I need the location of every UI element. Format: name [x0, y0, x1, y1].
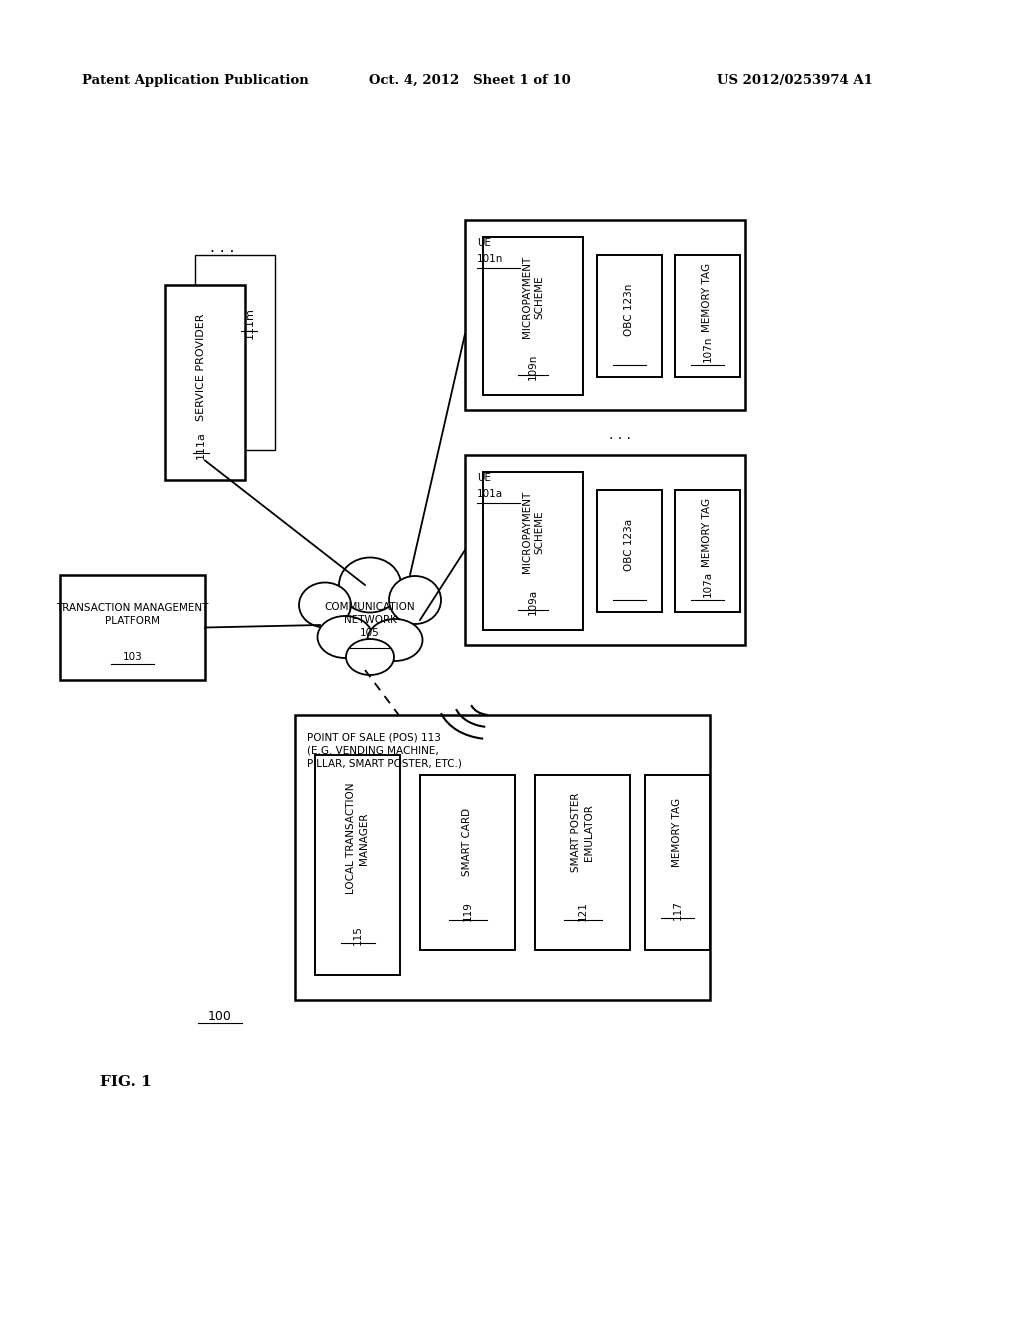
Text: . . .: . . . [210, 240, 234, 256]
Text: COMMUNICATION
NETWORK
105: COMMUNICATION NETWORK 105 [325, 602, 416, 638]
Text: POINT OF SALE (POS) 113
(E.G. VENDING MACHINE,
PILLAR, SMART POSTER, ETC.): POINT OF SALE (POS) 113 (E.G. VENDING MA… [307, 733, 462, 768]
Bar [535, 775, 630, 950]
Text: OBC 123n: OBC 123n [625, 284, 635, 337]
Text: TRANSACTION MANAGEMENT
PLATFORM: TRANSACTION MANAGEMENT PLATFORM [56, 603, 209, 627]
Text: MICROPAYMENT
SCHEME: MICROPAYMENT SCHEME [522, 491, 544, 573]
Ellipse shape [346, 639, 394, 675]
Text: MICROPAYMENT
SCHEME: MICROPAYMENT SCHEME [522, 256, 544, 338]
Ellipse shape [317, 616, 373, 657]
Text: MEMORY TAG: MEMORY TAG [702, 263, 713, 333]
Text: US 2012/0253974 A1: US 2012/0253974 A1 [717, 74, 872, 87]
Bar [675, 490, 740, 612]
Text: 107n: 107n [702, 335, 713, 362]
Text: 103: 103 [123, 652, 142, 661]
Bar [675, 255, 740, 378]
Text: 111m: 111m [245, 308, 254, 339]
Bar [645, 775, 710, 950]
Text: MEMORY TAG: MEMORY TAG [702, 498, 713, 568]
Ellipse shape [299, 582, 351, 627]
Text: 109n: 109n [528, 354, 538, 380]
Text: 111a: 111a [196, 430, 206, 459]
Text: Oct. 4, 2012   Sheet 1 of 10: Oct. 4, 2012 Sheet 1 of 10 [369, 74, 570, 87]
Bar [483, 238, 583, 395]
Bar [420, 775, 515, 950]
Bar [597, 490, 662, 612]
Text: MEMORY TAG: MEMORY TAG [673, 799, 683, 867]
Ellipse shape [368, 619, 423, 661]
Text: FIG. 1: FIG. 1 [100, 1074, 152, 1089]
Text: 100: 100 [208, 1010, 232, 1023]
Text: 101n: 101n [477, 253, 504, 264]
Bar [465, 220, 745, 411]
Text: OBC 123a: OBC 123a [625, 519, 635, 572]
Bar [315, 755, 400, 975]
Text: UE: UE [477, 473, 490, 483]
Bar [295, 715, 710, 1001]
Ellipse shape [389, 576, 441, 624]
Bar [165, 285, 245, 480]
Text: 115: 115 [352, 925, 362, 945]
Ellipse shape [339, 557, 401, 612]
Text: Patent Application Publication: Patent Application Publication [82, 74, 308, 87]
Text: 117: 117 [673, 900, 683, 920]
Text: LOCAL TRANSACTION
MANAGER: LOCAL TRANSACTION MANAGER [346, 783, 369, 895]
Text: 101a: 101a [477, 488, 503, 499]
Text: 119: 119 [463, 902, 472, 921]
Bar [465, 455, 745, 645]
Text: 121: 121 [578, 902, 588, 921]
Text: SMART CARD: SMART CARD [463, 808, 472, 875]
Bar [597, 255, 662, 378]
Text: SERVICE PROVIDER: SERVICE PROVIDER [196, 313, 206, 421]
Bar [60, 576, 205, 680]
Text: 107a: 107a [702, 570, 713, 597]
Text: UE: UE [477, 238, 490, 248]
Text: . . .: . . . [609, 428, 631, 442]
Text: SMART POSTER
EMULATOR: SMART POSTER EMULATOR [571, 793, 594, 873]
Text: 109a: 109a [528, 589, 538, 615]
Bar [195, 255, 275, 450]
Bar [483, 473, 583, 630]
